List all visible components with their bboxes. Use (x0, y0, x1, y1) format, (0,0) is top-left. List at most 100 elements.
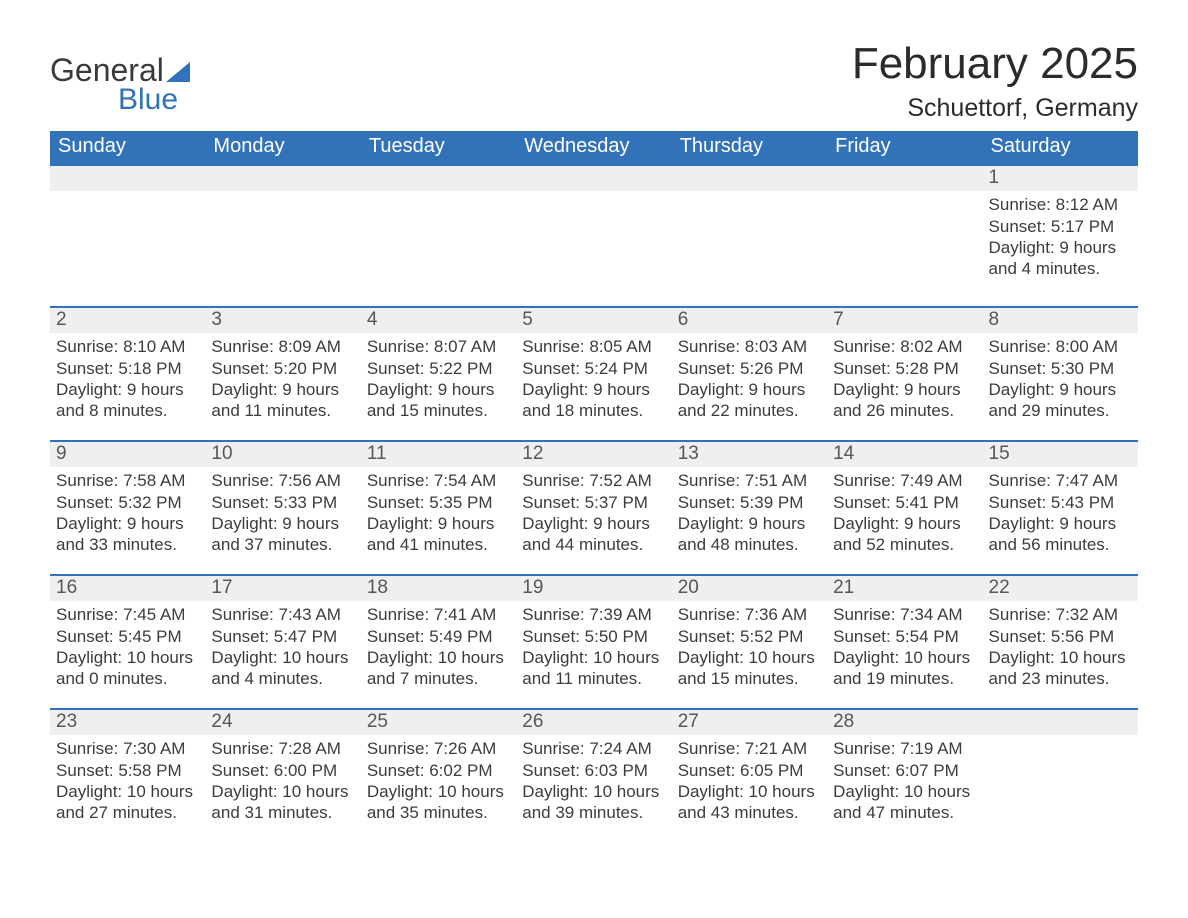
day-number-cell: 12 (516, 441, 671, 467)
week-body-row: Sunrise: 8:12 AMSunset: 5:17 PMDaylight:… (50, 191, 1138, 307)
day-sunset: Sunset: 5:49 PM (367, 626, 510, 647)
day-day1: Daylight: 10 hours (56, 647, 199, 668)
day-day2: and 35 minutes. (367, 802, 510, 823)
day-sunset: Sunset: 5:20 PM (211, 358, 354, 379)
day-sunset: Sunset: 5:58 PM (56, 760, 199, 781)
day-number-cell: 15 (983, 441, 1138, 467)
day-sunset: Sunset: 5:35 PM (367, 492, 510, 513)
day-body-cell: Sunrise: 7:41 AMSunset: 5:49 PMDaylight:… (361, 601, 516, 709)
day-number-cell: 25 (361, 709, 516, 735)
day-sunset: Sunset: 5:17 PM (989, 216, 1132, 237)
day-number-cell: 17 (205, 575, 360, 601)
week-daynum-row: 232425262728 (50, 709, 1138, 735)
day-body-cell: Sunrise: 7:52 AMSunset: 5:37 PMDaylight:… (516, 467, 671, 575)
week-body-row: Sunrise: 7:45 AMSunset: 5:45 PMDaylight:… (50, 601, 1138, 709)
day-day2: and 15 minutes. (367, 400, 510, 421)
day-body-cell: Sunrise: 7:32 AMSunset: 5:56 PMDaylight:… (983, 601, 1138, 709)
day-day2: and 52 minutes. (833, 534, 976, 555)
day-sunset: Sunset: 5:22 PM (367, 358, 510, 379)
day-body-cell (827, 191, 982, 307)
calendar-page: General Blue February 2025 Schuettorf, G… (0, 0, 1188, 918)
day-day2: and 44 minutes. (522, 534, 665, 555)
day-body-cell (672, 191, 827, 307)
day-number-cell: 5 (516, 307, 671, 333)
day-sunset: Sunset: 5:39 PM (678, 492, 821, 513)
day-number-cell: 18 (361, 575, 516, 601)
day-body-cell: Sunrise: 7:19 AMSunset: 6:07 PMDaylight:… (827, 735, 982, 843)
day-sunrise: Sunrise: 7:56 AM (211, 470, 354, 491)
week-daynum-row: 16171819202122 (50, 575, 1138, 601)
day-day1: Daylight: 9 hours (367, 513, 510, 534)
day-sunset: Sunset: 5:33 PM (211, 492, 354, 513)
day-sunrise: Sunrise: 7:41 AM (367, 604, 510, 625)
day-number-cell: 23 (50, 709, 205, 735)
day-sunset: Sunset: 5:37 PM (522, 492, 665, 513)
day-body-cell: Sunrise: 8:00 AMSunset: 5:30 PMDaylight:… (983, 333, 1138, 441)
month-title: February 2025 (852, 40, 1138, 88)
day-body-cell: Sunrise: 7:54 AMSunset: 5:35 PMDaylight:… (361, 467, 516, 575)
col-header: Sunday (50, 131, 205, 165)
day-day1: Daylight: 10 hours (678, 647, 821, 668)
day-day1: Daylight: 10 hours (211, 647, 354, 668)
day-sunrise: Sunrise: 8:03 AM (678, 336, 821, 357)
day-day2: and 19 minutes. (833, 668, 976, 689)
day-number-cell: 4 (361, 307, 516, 333)
day-body-cell: Sunrise: 7:51 AMSunset: 5:39 PMDaylight:… (672, 467, 827, 575)
day-sunrise: Sunrise: 8:12 AM (989, 194, 1132, 215)
day-sunset: Sunset: 6:05 PM (678, 760, 821, 781)
day-body-cell: Sunrise: 7:47 AMSunset: 5:43 PMDaylight:… (983, 467, 1138, 575)
day-day2: and 48 minutes. (678, 534, 821, 555)
day-body-cell: Sunrise: 7:56 AMSunset: 5:33 PMDaylight:… (205, 467, 360, 575)
day-body-cell: Sunrise: 7:30 AMSunset: 5:58 PMDaylight:… (50, 735, 205, 843)
col-header: Friday (827, 131, 982, 165)
day-sunset: Sunset: 5:56 PM (989, 626, 1132, 647)
day-number-cell: 2 (50, 307, 205, 333)
day-sunset: Sunset: 5:18 PM (56, 358, 199, 379)
day-number-cell: 22 (983, 575, 1138, 601)
day-sunset: Sunset: 5:24 PM (522, 358, 665, 379)
day-sunrise: Sunrise: 7:19 AM (833, 738, 976, 759)
calendar-table: SundayMondayTuesdayWednesdayThursdayFrid… (50, 131, 1138, 843)
col-header: Wednesday (516, 131, 671, 165)
day-sunset: Sunset: 6:07 PM (833, 760, 976, 781)
day-day2: and 11 minutes. (522, 668, 665, 689)
day-body-cell: Sunrise: 8:10 AMSunset: 5:18 PMDaylight:… (50, 333, 205, 441)
day-sunset: Sunset: 5:54 PM (833, 626, 976, 647)
day-day2: and 23 minutes. (989, 668, 1132, 689)
day-day2: and 41 minutes. (367, 534, 510, 555)
day-day1: Daylight: 10 hours (367, 647, 510, 668)
day-sunset: Sunset: 5:47 PM (211, 626, 354, 647)
day-day2: and 31 minutes. (211, 802, 354, 823)
day-number-cell (50, 165, 205, 191)
day-body-cell: Sunrise: 7:45 AMSunset: 5:45 PMDaylight:… (50, 601, 205, 709)
week-daynum-row: 1 (50, 165, 1138, 191)
day-number-cell: 16 (50, 575, 205, 601)
day-number-cell: 27 (672, 709, 827, 735)
col-header: Tuesday (361, 131, 516, 165)
day-sunrise: Sunrise: 7:54 AM (367, 470, 510, 491)
day-body-cell: Sunrise: 8:03 AMSunset: 5:26 PMDaylight:… (672, 333, 827, 441)
day-number-cell: 7 (827, 307, 982, 333)
day-day1: Daylight: 9 hours (989, 237, 1132, 258)
week-daynum-row: 2345678 (50, 307, 1138, 333)
day-number-cell (672, 165, 827, 191)
day-day2: and 33 minutes. (56, 534, 199, 555)
day-body-cell: Sunrise: 7:58 AMSunset: 5:32 PMDaylight:… (50, 467, 205, 575)
day-day1: Daylight: 9 hours (56, 379, 199, 400)
day-sunrise: Sunrise: 8:05 AM (522, 336, 665, 357)
day-sunrise: Sunrise: 8:09 AM (211, 336, 354, 357)
day-day1: Daylight: 10 hours (367, 781, 510, 802)
brand-word-1: General (50, 54, 164, 86)
day-body-cell: Sunrise: 7:36 AMSunset: 5:52 PMDaylight:… (672, 601, 827, 709)
day-number-cell (361, 165, 516, 191)
day-number-cell: 8 (983, 307, 1138, 333)
day-number-cell: 14 (827, 441, 982, 467)
day-day2: and 4 minutes. (989, 258, 1132, 279)
day-sunset: Sunset: 5:28 PM (833, 358, 976, 379)
day-day2: and 8 minutes. (56, 400, 199, 421)
day-number-cell: 1 (983, 165, 1138, 191)
day-body-cell: Sunrise: 7:26 AMSunset: 6:02 PMDaylight:… (361, 735, 516, 843)
day-sunrise: Sunrise: 7:34 AM (833, 604, 976, 625)
day-body-cell: Sunrise: 8:05 AMSunset: 5:24 PMDaylight:… (516, 333, 671, 441)
day-day2: and 0 minutes. (56, 668, 199, 689)
